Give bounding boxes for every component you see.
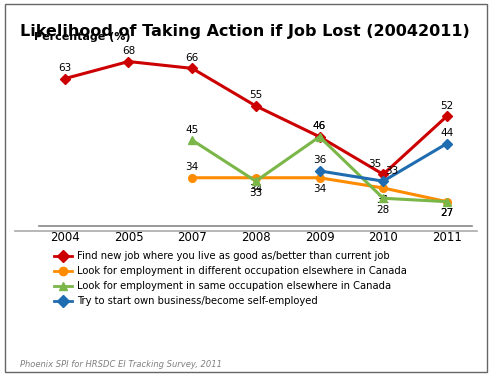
Text: 46: 46 bbox=[313, 121, 326, 131]
Text: Percentage (%): Percentage (%) bbox=[34, 32, 131, 42]
Text: 46: 46 bbox=[313, 121, 326, 131]
Text: 31: 31 bbox=[376, 195, 390, 205]
Text: 34: 34 bbox=[249, 184, 262, 194]
Text: 68: 68 bbox=[122, 46, 135, 56]
Text: 66: 66 bbox=[185, 53, 199, 63]
Text: 34: 34 bbox=[313, 184, 326, 194]
Text: 45: 45 bbox=[185, 124, 199, 135]
Text: 63: 63 bbox=[58, 63, 71, 73]
Text: Likelihood of Taking Action if Job Lost (20042011): Likelihood of Taking Action if Job Lost … bbox=[20, 24, 469, 39]
Text: 27: 27 bbox=[440, 208, 454, 218]
Text: 36: 36 bbox=[313, 155, 326, 165]
Text: 27: 27 bbox=[440, 208, 454, 218]
Text: 34: 34 bbox=[185, 162, 199, 172]
Text: 55: 55 bbox=[249, 90, 262, 100]
Legend: Find new job where you live as good as/better than current job, Look for employm: Find new job where you live as good as/b… bbox=[54, 251, 407, 306]
Text: 52: 52 bbox=[440, 101, 454, 111]
Text: 28: 28 bbox=[376, 205, 390, 215]
Text: 35: 35 bbox=[368, 159, 381, 169]
Text: 44: 44 bbox=[440, 128, 454, 138]
Text: 33: 33 bbox=[385, 165, 398, 176]
Text: Phoenix SPI for HRSDC EI Tracking Survey, 2011: Phoenix SPI for HRSDC EI Tracking Survey… bbox=[20, 359, 222, 368]
Text: 33: 33 bbox=[249, 188, 262, 198]
